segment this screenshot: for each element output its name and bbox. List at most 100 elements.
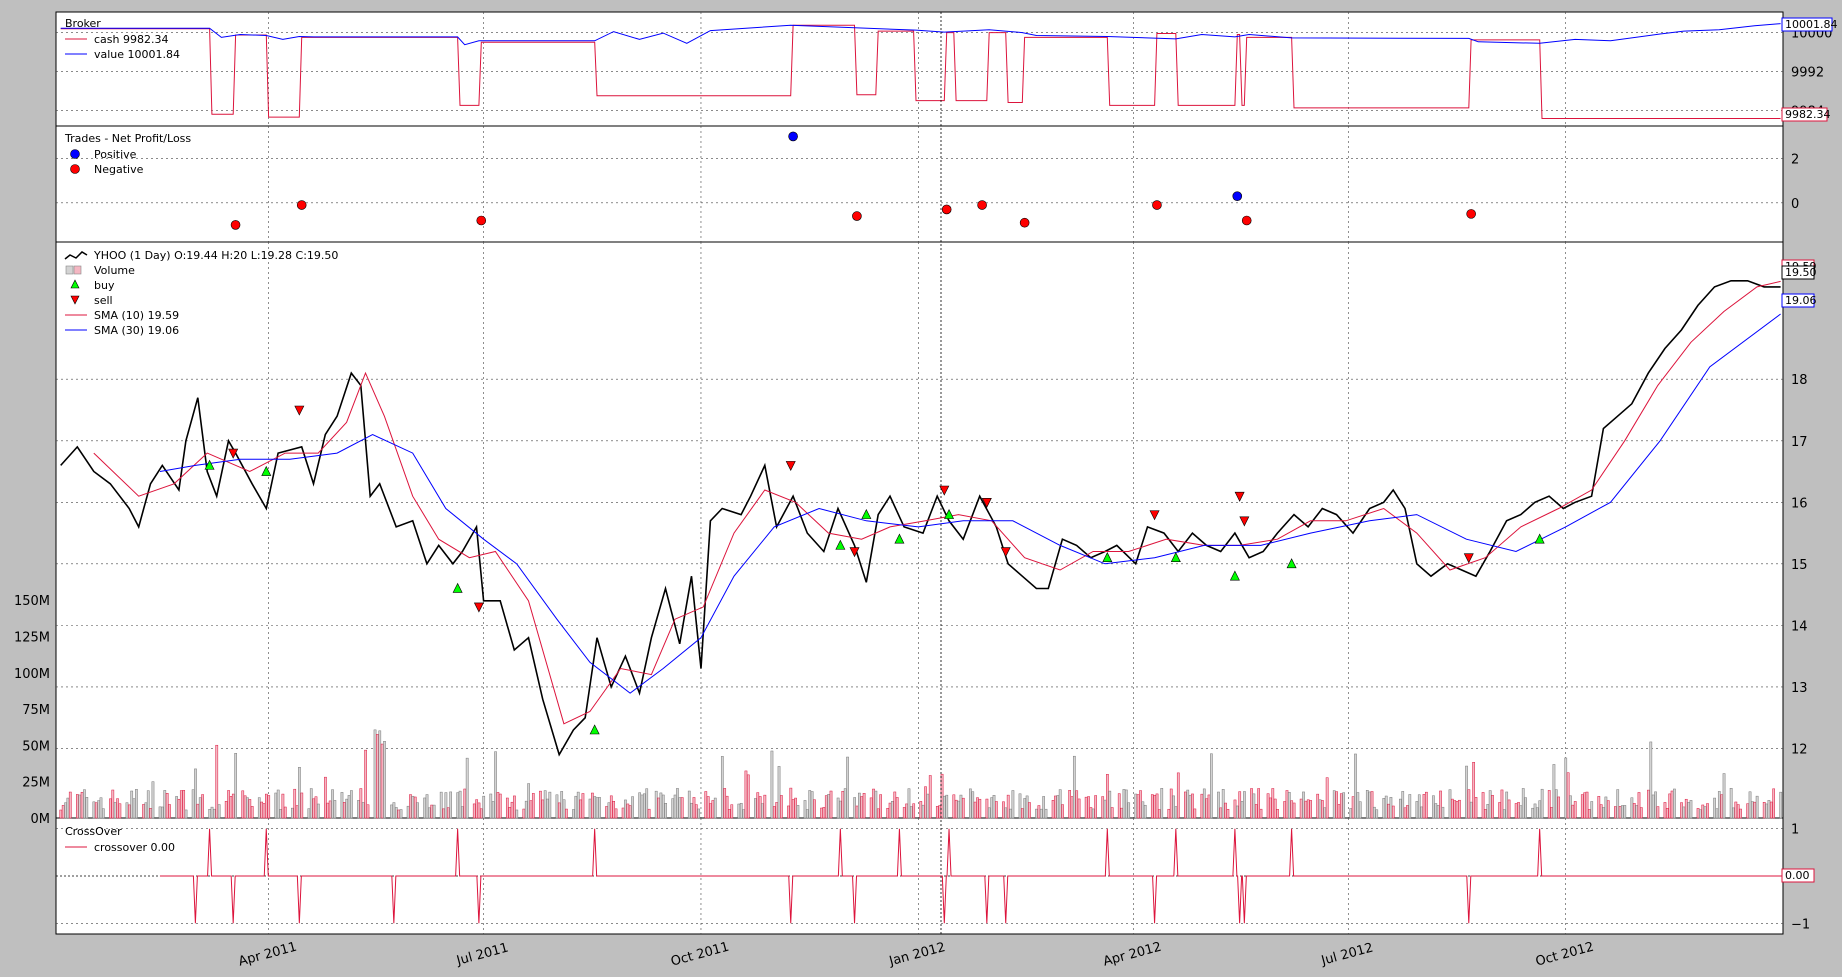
volume-bar bbox=[1618, 806, 1622, 819]
volume-bar bbox=[1450, 798, 1454, 819]
volume-bar bbox=[1616, 789, 1620, 819]
volume-bar bbox=[1257, 788, 1260, 819]
volume-bar bbox=[1306, 799, 1310, 819]
volume-bar bbox=[560, 791, 564, 819]
volume-bar bbox=[1061, 804, 1064, 819]
volume-bar bbox=[1018, 793, 1022, 819]
volume-bar bbox=[1358, 801, 1362, 819]
volume-bar bbox=[265, 793, 268, 819]
price-legend-yhoo-swatch bbox=[64, 251, 88, 260]
volume-bar bbox=[257, 797, 261, 819]
volume-bar bbox=[1143, 804, 1147, 819]
volume-bar bbox=[146, 790, 150, 819]
volume-bar bbox=[350, 790, 353, 819]
volume-bar bbox=[839, 800, 842, 819]
volume-bar bbox=[546, 798, 549, 819]
volume-bar bbox=[1221, 789, 1225, 819]
volume-bar bbox=[241, 790, 245, 819]
volume-bar bbox=[1696, 808, 1700, 819]
volume-bar bbox=[1186, 789, 1190, 819]
volume-bar bbox=[1387, 803, 1390, 819]
price-legend-sell-swatch bbox=[70, 295, 80, 305]
y-tick-label: 0 bbox=[1791, 197, 1799, 212]
trade-negative-point bbox=[852, 211, 862, 221]
volume-bar bbox=[1746, 803, 1750, 819]
volume-bar bbox=[671, 798, 675, 819]
volume-bar bbox=[1751, 801, 1754, 819]
volume-bar bbox=[399, 809, 403, 819]
trade-negative-point bbox=[977, 200, 987, 210]
volume-bar bbox=[295, 805, 299, 819]
buy-marker bbox=[1229, 570, 1240, 581]
volume-bar bbox=[366, 804, 370, 819]
volume-bar bbox=[957, 800, 960, 819]
sell-marker bbox=[1234, 491, 1245, 502]
volume-bar bbox=[1465, 765, 1468, 819]
volume-bar bbox=[1500, 789, 1504, 819]
price-legend-volume-swatch bbox=[65, 265, 74, 275]
volume-bar bbox=[1391, 805, 1395, 819]
volume-bar bbox=[690, 802, 693, 819]
volume-bar bbox=[1224, 802, 1227, 819]
volume-bar bbox=[1321, 800, 1324, 819]
volume-bar bbox=[1042, 796, 1045, 819]
volume-bar bbox=[1767, 800, 1771, 819]
volume-bar bbox=[409, 794, 412, 819]
volume-bar bbox=[1453, 800, 1457, 819]
volume-bar bbox=[576, 791, 580, 819]
price-legend: YHOO (1 Day) O:19.44 H:20 L:19.28 C:19.5… bbox=[64, 249, 338, 337]
volume-bar bbox=[992, 795, 996, 819]
volume-bar bbox=[194, 768, 197, 819]
volume-bar bbox=[912, 803, 916, 819]
volume-bar bbox=[1484, 809, 1487, 819]
volume-bar bbox=[1354, 753, 1357, 819]
volume-bar bbox=[1488, 790, 1492, 819]
volume-bar bbox=[132, 798, 136, 819]
volume-bar bbox=[1441, 806, 1445, 819]
end-value-labels: 10001.84 9982.34 19.59 19.50 19.06 0.00 bbox=[1781, 17, 1838, 883]
volume-bar bbox=[886, 808, 890, 819]
volume-bar bbox=[777, 766, 781, 819]
trade-negative-point bbox=[296, 200, 307, 210]
volume-bar bbox=[480, 808, 483, 819]
volume-bar bbox=[976, 797, 979, 819]
volume-bar bbox=[213, 808, 216, 819]
volume-bar bbox=[475, 799, 478, 819]
price-panel bbox=[55, 241, 1784, 819]
volume-bar bbox=[978, 798, 982, 819]
volume-bar bbox=[1150, 794, 1154, 819]
volume-bar bbox=[97, 800, 100, 819]
volume-bar bbox=[423, 797, 427, 819]
sell-marker bbox=[939, 485, 950, 496]
volume-bar bbox=[588, 798, 592, 819]
crossover-legend-label: crossover 0.00 bbox=[94, 841, 175, 854]
volume-bar bbox=[579, 799, 582, 819]
broker-cash-end-box bbox=[1781, 107, 1828, 122]
volume-bar bbox=[1136, 794, 1140, 819]
volume-bar bbox=[68, 791, 72, 819]
volume-bar bbox=[725, 795, 729, 819]
volume-bar bbox=[1002, 801, 1005, 819]
volume-bar bbox=[191, 789, 195, 819]
volume-bar bbox=[392, 802, 396, 819]
volume-bar bbox=[130, 790, 134, 819]
volume-bar bbox=[283, 806, 287, 819]
volume-bar bbox=[494, 751, 497, 819]
volume-bar bbox=[1779, 791, 1783, 819]
volume-bar bbox=[430, 804, 434, 819]
volume-bar bbox=[1153, 794, 1157, 819]
sma30-line bbox=[159, 313, 1781, 694]
broker-value-end-box bbox=[1781, 17, 1833, 32]
volume-bar bbox=[985, 798, 989, 819]
volume-bar bbox=[1434, 803, 1438, 819]
volume-bar bbox=[1734, 801, 1738, 819]
volume-bar bbox=[99, 797, 103, 819]
volume-bar bbox=[267, 795, 271, 819]
volume-bar bbox=[758, 796, 762, 819]
volume-bar bbox=[1309, 800, 1312, 819]
volume-bar bbox=[626, 803, 630, 819]
volume-bar bbox=[1139, 790, 1142, 819]
trade-positive-point bbox=[1232, 191, 1243, 201]
volume-bar bbox=[1588, 809, 1591, 819]
